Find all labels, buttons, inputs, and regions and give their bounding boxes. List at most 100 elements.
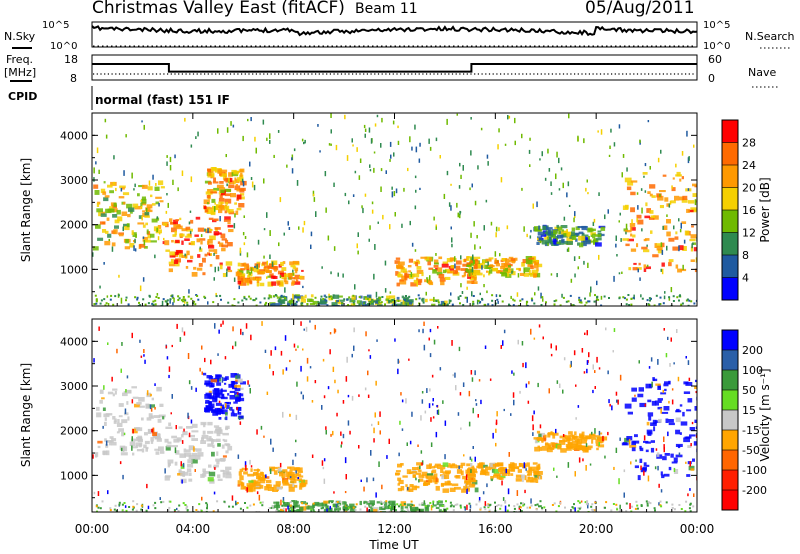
noise-speckle <box>146 390 149 396</box>
heatmap-cell <box>208 173 212 176</box>
heatmap-cell <box>216 382 222 386</box>
noise-speckle <box>353 327 355 333</box>
heatmap-cell <box>263 267 266 270</box>
power-y-label: Slant Range [km] <box>19 158 33 262</box>
heatmap-cell <box>268 263 274 269</box>
noise-speckle <box>122 449 125 452</box>
heatmap-cell <box>541 438 544 443</box>
heatmap-cell <box>315 304 321 306</box>
ground-scatter-cell <box>578 501 581 504</box>
ground-scatter-cell <box>573 503 575 506</box>
noise-speckle <box>476 299 479 305</box>
heatmap-cell <box>562 229 564 232</box>
heatmap-cell <box>157 225 162 229</box>
noise-speckle <box>429 328 432 333</box>
heatmap-cell <box>219 181 224 184</box>
noise-speckle <box>171 344 173 348</box>
noise-speckle <box>125 389 127 393</box>
heatmap-cell <box>93 184 99 189</box>
heatmap-cell <box>257 270 264 275</box>
ground-scatter-cell <box>585 503 588 506</box>
noise-speckle <box>494 251 497 257</box>
ground-scatter-cell <box>578 299 581 301</box>
heatmap-cell <box>652 377 655 381</box>
heatmap-cell <box>434 473 438 478</box>
heatmap-cell <box>179 453 186 458</box>
heatmap-cell <box>105 208 112 214</box>
heatmap-cell <box>154 433 161 438</box>
heatmap-cell <box>253 472 258 476</box>
heatmap-cell <box>243 471 248 475</box>
noise-speckle <box>671 185 673 189</box>
noise-speckle <box>446 118 448 125</box>
noise-speckle <box>322 466 325 470</box>
heatmap-cell <box>105 444 109 448</box>
heatmap-cell <box>221 409 228 415</box>
heatmap-cell <box>557 234 564 239</box>
heatmap-cell <box>595 443 600 447</box>
heatmap-cell <box>406 303 414 306</box>
heatmap-cell <box>132 452 135 456</box>
heatmap-cell <box>493 469 500 474</box>
noise-speckle <box>395 188 398 194</box>
ground-scatter-cell <box>424 505 427 507</box>
noise-speckle <box>643 175 645 178</box>
noise-speckle <box>351 138 353 143</box>
ground-scatter-cell <box>123 502 126 504</box>
noise-speckle <box>270 438 272 445</box>
heatmap-cell <box>668 262 672 267</box>
noise-tick-bottom-right: 10^0 <box>703 41 730 52</box>
noise-speckle <box>370 450 372 456</box>
heatmap-cell <box>375 300 379 304</box>
heatmap-cell <box>288 484 293 488</box>
ground-scatter-cell <box>415 298 418 301</box>
heatmap-cell <box>373 508 378 512</box>
heatmap-cell <box>544 443 549 447</box>
noise-speckle <box>536 201 538 208</box>
noise-speckle <box>237 454 240 459</box>
heatmap-cell <box>649 184 656 189</box>
noise-speckle <box>166 193 168 196</box>
noise-speckle <box>333 491 335 494</box>
noise-speckle <box>577 405 580 408</box>
noise-speckle <box>102 425 104 429</box>
noise-speckle <box>98 169 100 174</box>
ground-scatter-cell <box>636 504 639 507</box>
heatmap-cell <box>173 219 178 225</box>
heatmap-cell <box>586 239 591 245</box>
noise-speckle <box>315 211 317 217</box>
noise-speckle <box>473 221 475 227</box>
heatmap-cell <box>281 275 287 280</box>
ground-scatter-cell <box>388 501 391 504</box>
ground-scatter-cell <box>336 501 339 503</box>
noise-speckle <box>419 465 421 470</box>
ground-scatter-cell <box>104 304 107 306</box>
noise-speckle <box>369 169 372 172</box>
ground-scatter-cell <box>445 500 447 503</box>
heatmap-cell <box>175 219 179 222</box>
ground-scatter-cell <box>543 506 546 509</box>
heatmap-cell <box>461 275 465 278</box>
noise-speckle <box>568 204 571 207</box>
heatmap-cell <box>395 257 401 260</box>
heatmap-cell <box>629 444 637 448</box>
heatmap-cell <box>99 389 104 394</box>
ground-scatter-cell <box>619 508 622 511</box>
ground-scatter-cell <box>645 500 648 503</box>
heatmap-cell <box>692 208 697 212</box>
ground-scatter-cell <box>452 509 455 512</box>
heatmap-cell <box>289 477 296 480</box>
heatmap-cell <box>473 270 480 276</box>
heatmap-cell <box>645 449 649 453</box>
heatmap-cell <box>185 449 191 453</box>
noise-speckle <box>463 454 465 457</box>
heatmap-cell <box>634 465 639 469</box>
noise-speckle <box>147 505 150 510</box>
heatmap-cell <box>220 404 225 409</box>
ground-scatter-cell <box>183 304 185 306</box>
ground-scatter-cell <box>103 298 106 301</box>
heatmap-cell <box>221 444 225 449</box>
heatmap-cell <box>236 272 242 276</box>
ground-scatter-cell <box>105 302 108 305</box>
noise-speckle <box>250 267 253 274</box>
